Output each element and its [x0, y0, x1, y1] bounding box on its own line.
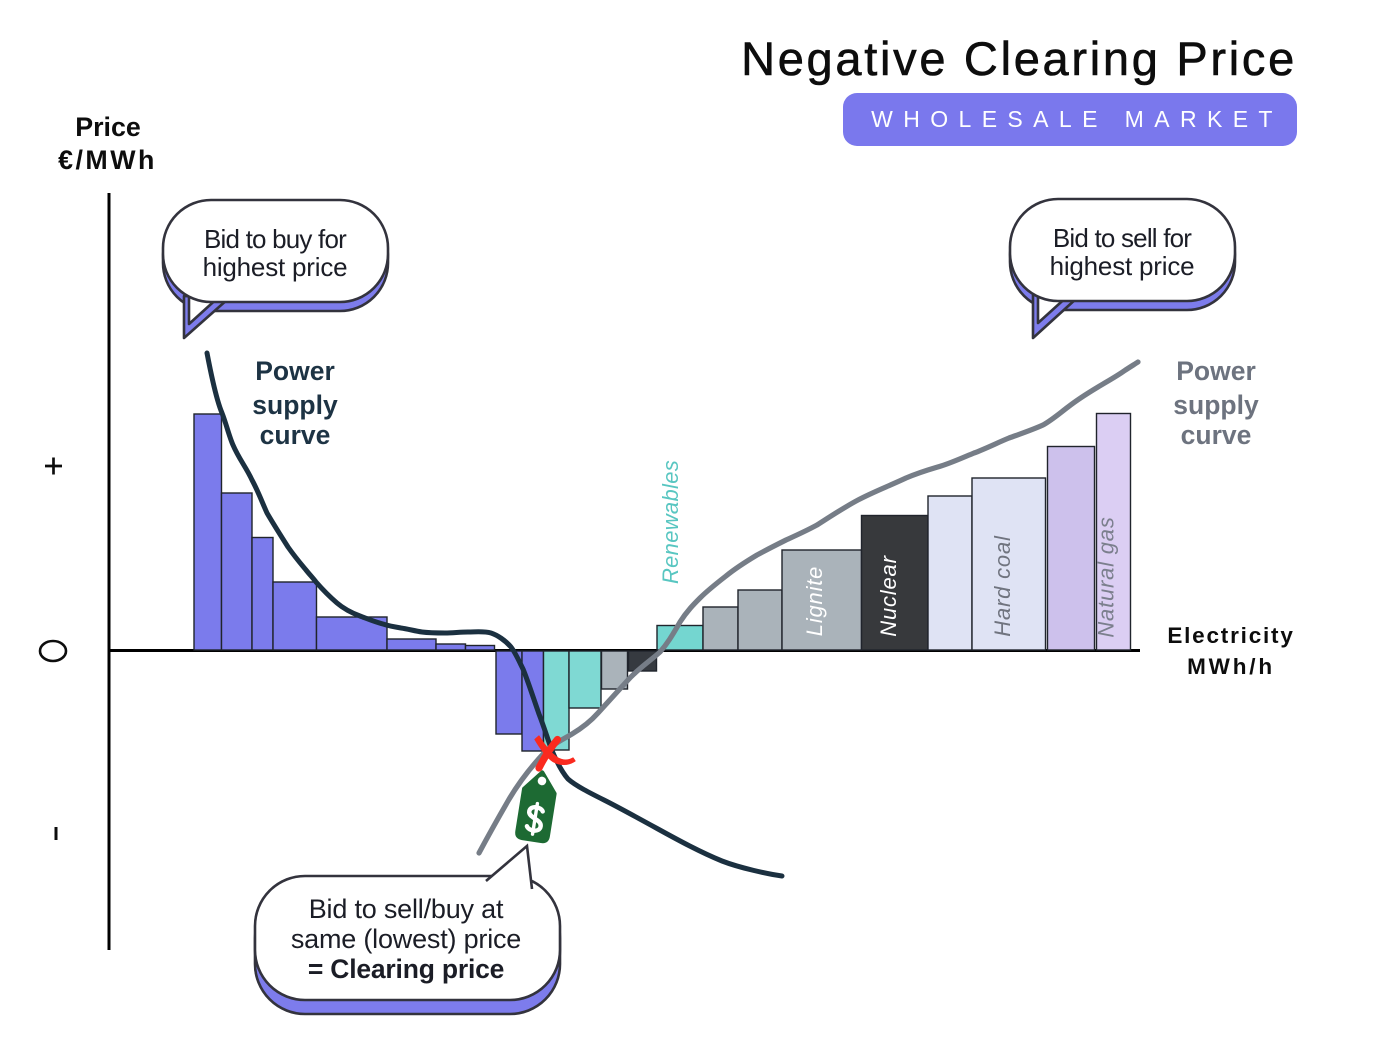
svg-text:curve: curve: [1181, 420, 1252, 450]
svg-text:Bid to sell/buy at: Bid to sell/buy at: [309, 894, 504, 924]
svg-text:Natural gas: Natural gas: [1094, 516, 1119, 637]
svg-text:Lignite: Lignite: [802, 566, 827, 636]
svg-text:highest price: highest price: [1050, 251, 1195, 281]
svg-text:curve: curve: [260, 420, 331, 450]
svg-text:Renewables: Renewables: [658, 460, 683, 584]
svg-text:same (lowest) price: same (lowest) price: [291, 924, 521, 954]
svg-text:Bid to buy for: Bid to buy for: [204, 224, 347, 254]
svg-text:highest price: highest price: [203, 252, 348, 282]
svg-text:Negative Clearing Price: Negative Clearing Price: [741, 32, 1297, 85]
svg-text:Price: Price: [75, 112, 141, 142]
svg-text:Power: Power: [255, 356, 335, 386]
svg-text:Hard coal: Hard coal: [990, 535, 1015, 637]
svg-text:supply: supply: [1173, 390, 1259, 420]
svg-text:supply: supply: [252, 390, 338, 420]
svg-text:Nuclear: Nuclear: [876, 554, 901, 636]
svg-text:€/MWh: €/MWh: [58, 145, 157, 175]
svg-text:Bid to sell for: Bid to sell for: [1053, 223, 1192, 253]
svg-text:= Clearing price: = Clearing price: [308, 954, 504, 984]
svg-text:MWh/h: MWh/h: [1187, 654, 1275, 679]
svg-text:Power: Power: [1176, 356, 1256, 386]
svg-text:Electricity: Electricity: [1167, 623, 1294, 648]
svg-text:WHOLESALE MARKET: WHOLESALE MARKET: [871, 106, 1283, 132]
